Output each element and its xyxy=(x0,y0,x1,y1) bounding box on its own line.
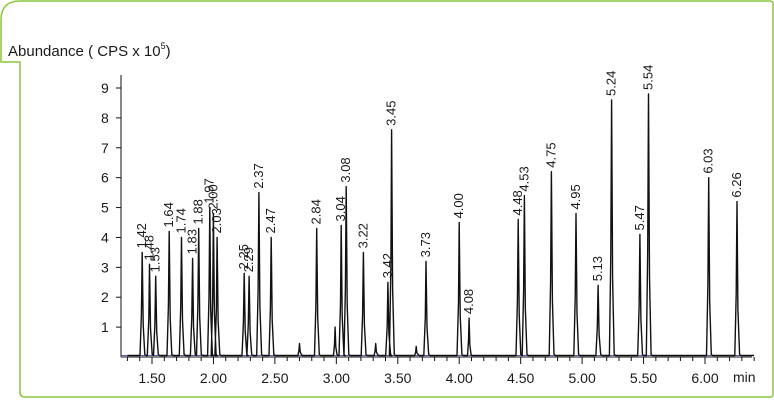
peak-label: 2.29 xyxy=(241,247,256,272)
x-tick-label: 5.00 xyxy=(568,370,595,386)
x-tick-label: 6.00 xyxy=(691,370,718,386)
y-tick-label: 6 xyxy=(101,170,109,186)
peak-label: 5.13 xyxy=(590,256,605,281)
x-tick-label: 4.50 xyxy=(507,370,534,386)
peak-label: 3.45 xyxy=(384,101,399,126)
peak-label: 1.74 xyxy=(173,208,188,233)
chromatogram-trace xyxy=(127,93,755,357)
peak-label: 4.08 xyxy=(461,289,476,314)
peak-label: 5.54 xyxy=(640,65,655,90)
peak-label: 5.24 xyxy=(604,71,619,96)
y-tick-label: 7 xyxy=(101,140,109,156)
y-axis: 1 2 3 4 5 6 7 8 9 xyxy=(101,80,121,335)
y-tick-label: 9 xyxy=(101,80,109,96)
peak-label: 4.00 xyxy=(451,193,466,218)
peak-label: 2.37 xyxy=(251,163,266,188)
x-axis: 1.50 2.00 2.50 3.00 3.50 4.00 4.50 5.00 5.50 6.00 xyxy=(126,357,755,386)
peak-label: 6.03 xyxy=(701,148,716,173)
y-tick-label: 3 xyxy=(101,259,109,275)
peak-label: 4.95 xyxy=(568,184,583,209)
peak-label: 6.26 xyxy=(729,172,744,197)
peak-label: 1.42 xyxy=(134,223,149,248)
y-axis-label-close: ) xyxy=(166,43,171,60)
peak-label: 1.64 xyxy=(161,202,176,227)
x-tick-label: 1.50 xyxy=(138,370,165,386)
peak-label: 1.88 xyxy=(191,199,206,224)
peak-label: 2.47 xyxy=(263,208,278,233)
y-tick-label: 4 xyxy=(101,229,109,245)
x-tick-label: 4.00 xyxy=(446,370,473,386)
x-tick-label: 5.50 xyxy=(630,370,657,386)
peak-label: 1.83 xyxy=(185,229,200,254)
peak-labels: 1.421.481.53 1.641.741.83 1.881.972.002.03… xyxy=(134,65,744,314)
peak-label: 3.73 xyxy=(418,232,433,257)
peak-label: 3.42 xyxy=(380,253,395,278)
peak-label: 2.00 xyxy=(205,184,220,209)
peak-label: 3.22 xyxy=(355,223,370,248)
peak-label: 4.75 xyxy=(543,142,558,167)
x-tick-label: 2.50 xyxy=(261,370,288,386)
peak-label: 3.08 xyxy=(338,157,353,182)
peak-label: 2.84 xyxy=(309,199,324,224)
peak-label: 5.47 xyxy=(632,205,647,230)
peak-label: 1.48 xyxy=(142,235,157,260)
peak-label: 2.25 xyxy=(236,244,251,269)
y-tick-label: 1 xyxy=(101,319,109,335)
y-axis-label: Abundance ( CPS x 105) xyxy=(8,41,171,60)
x-tick-label: 3.00 xyxy=(323,370,350,386)
y-tick-label: 2 xyxy=(101,289,109,305)
peak-label: 1.53 xyxy=(148,247,163,272)
y-tick-label: 5 xyxy=(101,200,109,216)
x-axis-unit: min xyxy=(733,369,756,385)
x-tick-label: 3.50 xyxy=(384,370,411,386)
y-axis-label-exp: 5 xyxy=(161,41,166,51)
y-tick-label: 8 xyxy=(101,110,109,126)
y-axis-label-main: Abundance ( CPS x 10 xyxy=(8,43,161,60)
peak-label: 2.03 xyxy=(209,208,224,233)
peak-label: 1.97 xyxy=(202,178,217,203)
x-tick-label: 2.00 xyxy=(200,370,227,386)
peak-label: 3.04 xyxy=(333,196,348,221)
peak-label: 4.48 xyxy=(510,190,525,215)
peak-label: 4.53 xyxy=(516,166,531,191)
